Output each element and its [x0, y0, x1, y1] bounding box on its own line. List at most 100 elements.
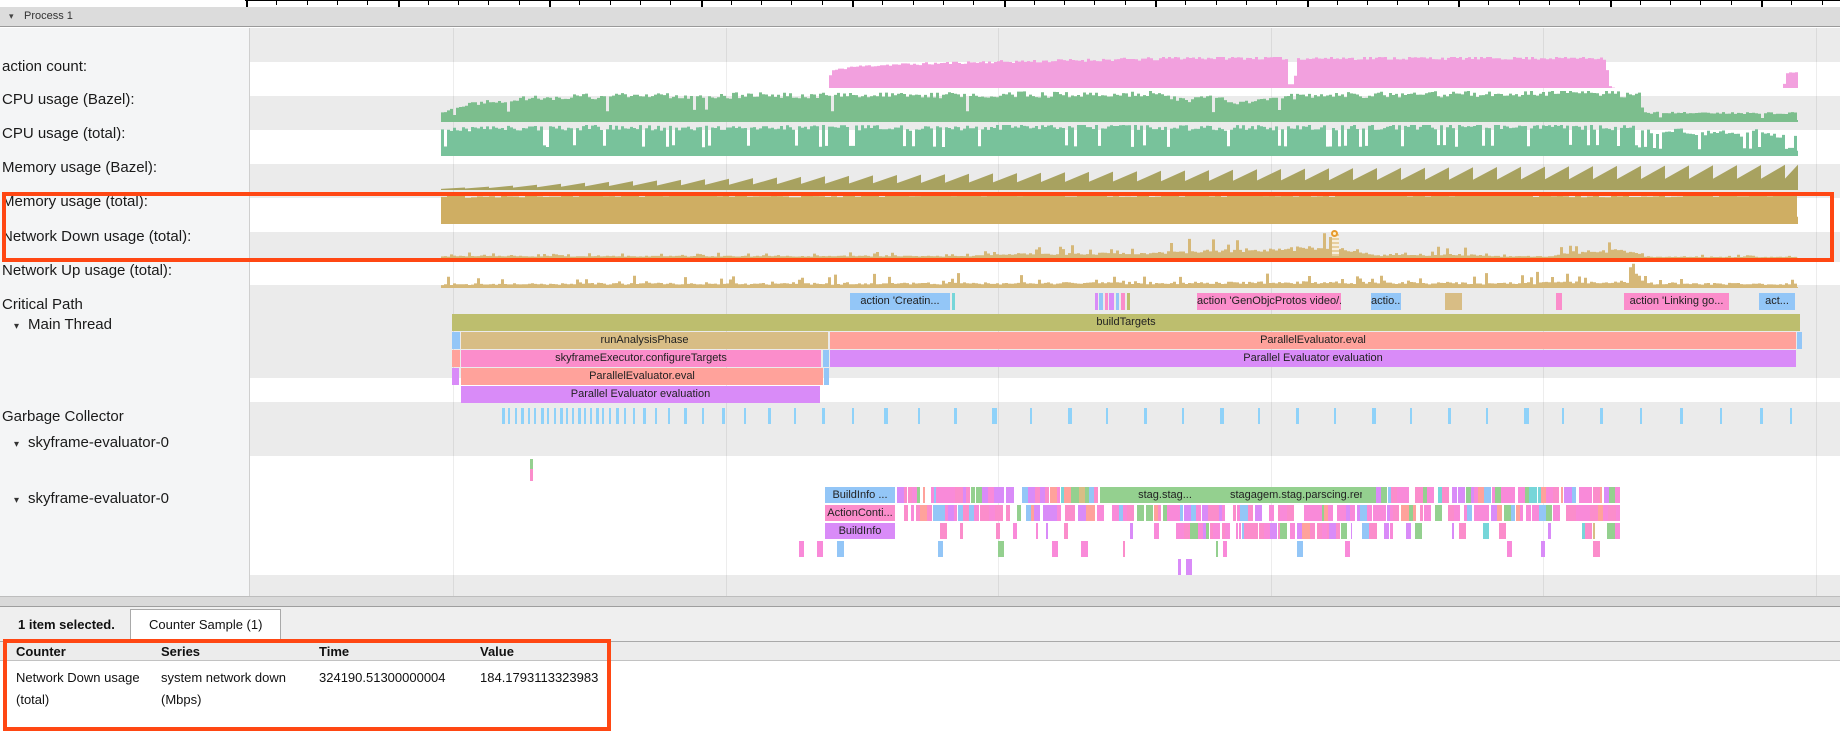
trace-slice[interactable] — [1427, 487, 1434, 503]
trace-slice[interactable] — [1412, 505, 1417, 521]
trace-slice[interactable] — [1238, 523, 1241, 539]
trace-slice[interactable] — [907, 487, 912, 503]
gc-event-tick[interactable] — [1144, 408, 1147, 424]
gc-event-tick[interactable] — [554, 408, 556, 424]
trace-slice[interactable] — [1397, 505, 1400, 521]
gc-event-tick[interactable] — [884, 408, 888, 424]
trace-slice[interactable] — [1615, 505, 1620, 521]
trace-slice[interactable] — [1368, 523, 1377, 539]
gc-event-tick[interactable] — [1334, 408, 1336, 424]
trace-slice[interactable] — [1221, 505, 1226, 521]
trace-slice[interactable] — [1290, 523, 1296, 539]
gc-event-tick[interactable] — [1524, 408, 1529, 424]
trace-slice[interactable] — [1323, 505, 1329, 521]
trace-slice[interactable] — [1297, 541, 1303, 557]
timeline-ruler[interactable] — [0, 0, 1840, 7]
trace-slice[interactable] — [1109, 293, 1114, 310]
trace-slice[interactable] — [947, 487, 956, 503]
trace-slice[interactable] — [1258, 523, 1264, 539]
gc-event-tick[interactable] — [1486, 408, 1488, 424]
trace-slice[interactable] — [1517, 487, 1526, 503]
trace-slice[interactable] — [1422, 487, 1428, 503]
trace-slice[interactable] — [1453, 505, 1460, 521]
gc-event-tick[interactable] — [1068, 408, 1072, 424]
trace-slice[interactable] — [1158, 505, 1162, 521]
trace-slice[interactable] — [1336, 505, 1341, 521]
trace-slice[interactable] — [1452, 523, 1455, 539]
gc-event-tick[interactable] — [655, 408, 657, 424]
trace-slice[interactable] — [1529, 487, 1538, 503]
trace-slice[interactable] — [1212, 523, 1221, 539]
trace-slice[interactable] — [1797, 332, 1802, 349]
chevron-down-icon[interactable]: ▾ — [14, 321, 20, 332]
trace-slice[interactable] — [1552, 505, 1561, 521]
trace-slice[interactable]: stag.stag... — [1100, 487, 1230, 503]
trace-slice[interactable] — [1360, 505, 1367, 521]
trace-slice[interactable] — [1390, 505, 1393, 521]
chevron-down-icon[interactable]: ▾ — [14, 495, 20, 506]
trace-slice[interactable] — [1582, 523, 1585, 539]
trace-slice[interactable] — [1176, 523, 1180, 539]
gc-event-tick[interactable] — [1106, 408, 1108, 424]
trace-slice[interactable] — [1050, 505, 1058, 521]
trace-slice[interactable] — [1280, 523, 1288, 539]
trace-slice[interactable] — [897, 487, 900, 503]
trace-slice[interactable] — [1180, 505, 1184, 521]
trace-slice[interactable] — [1350, 505, 1355, 521]
gc-event-tick[interactable] — [596, 408, 599, 424]
trace-slice[interactable] — [1197, 523, 1204, 539]
trace-slice[interactable] — [1519, 505, 1524, 521]
trace-slice[interactable] — [1121, 293, 1125, 310]
trace-slice[interactable] — [1545, 505, 1553, 521]
trace-slice[interactable] — [1329, 523, 1337, 539]
trace-slice[interactable] — [1043, 505, 1051, 521]
trace-slice[interactable]: action 'GenObjcProtos video/... — [1197, 293, 1341, 310]
trace-slice[interactable] — [1280, 505, 1287, 521]
trace-slice[interactable] — [963, 487, 966, 503]
counter-chart-net-up[interactable] — [0, 261, 1840, 288]
gc-event-tick[interactable] — [1720, 408, 1722, 424]
gc-event-tick[interactable] — [1448, 408, 1451, 424]
trace-slice[interactable] — [916, 505, 921, 521]
trace-slice[interactable] — [1506, 541, 1513, 557]
trace-slice[interactable] — [1508, 487, 1516, 503]
trace-slice[interactable] — [1045, 523, 1049, 539]
trace-slice[interactable] — [1484, 505, 1490, 521]
trace-slice[interactable] — [452, 332, 460, 349]
trace-slice[interactable] — [1565, 505, 1571, 521]
trace-slice[interactable] — [1552, 487, 1560, 503]
trace-slice[interactable] — [1592, 541, 1600, 557]
trace-slice[interactable]: BuildInfo — [825, 523, 895, 539]
gc-event-tick[interactable] — [668, 408, 670, 424]
trace-slice[interactable] — [965, 487, 971, 503]
trace-slice[interactable] — [1471, 487, 1474, 503]
gc-event-tick[interactable] — [1296, 408, 1299, 424]
trace-slice[interactable] — [1406, 523, 1411, 539]
trace-slice[interactable] — [1063, 523, 1068, 539]
trace-slice[interactable] — [904, 487, 908, 503]
trace-slice[interactable] — [1097, 505, 1100, 521]
trace-slice[interactable] — [1036, 523, 1039, 539]
trace-slice[interactable] — [1017, 505, 1021, 521]
trace-slice[interactable] — [1270, 523, 1278, 539]
trace-slice[interactable] — [1099, 293, 1103, 310]
trace-slice[interactable] — [912, 487, 917, 503]
gc-event-tick[interactable] — [534, 408, 536, 424]
trace-slice[interactable] — [1218, 505, 1222, 521]
gc-event-tick[interactable] — [616, 408, 619, 424]
trace-slice[interactable] — [1362, 487, 1369, 503]
trace-slice[interactable] — [1391, 487, 1398, 503]
trace-slice[interactable] — [1045, 487, 1050, 503]
trace-slice[interactable] — [1392, 505, 1398, 521]
sidebar-item-main-thread[interactable]: ▾ Main Thread — [14, 316, 112, 333]
trace-slice[interactable] — [1473, 487, 1478, 503]
trace-slice[interactable] — [1091, 505, 1095, 521]
sidebar-item-skyframe-evaluator-0[interactable]: ▾ skyframe-evaluator-0 — [14, 434, 169, 451]
trace-slice[interactable] — [1127, 293, 1130, 310]
trace-slice[interactable] — [1389, 523, 1393, 539]
chevron-down-icon[interactable]: ▾ — [14, 439, 20, 450]
trace-slice[interactable] — [1065, 505, 1071, 521]
gc-event-tick[interactable] — [643, 408, 646, 424]
trace-slice[interactable] — [1176, 505, 1181, 521]
trace-slice[interactable] — [1278, 523, 1281, 539]
